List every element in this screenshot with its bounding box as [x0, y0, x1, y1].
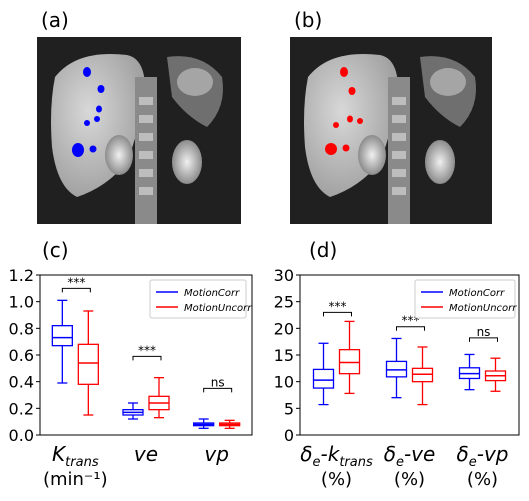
box-iqr: [338, 349, 361, 375]
box-motionuncorr-0: [338, 320, 361, 395]
legend-entry: MotionUncorr: [184, 303, 252, 314]
box-motionuncorr-0: [77, 310, 99, 416]
box-motionuncorr-1: [411, 346, 434, 406]
legend: MotionCorr MotionUncorr: [149, 279, 252, 319]
significance-bracket: [323, 311, 352, 317]
significance-label: ***: [67, 275, 85, 289]
category-unit: (%): [321, 469, 352, 490]
significance-bracket: [61, 287, 91, 293]
y-tick-label: 0.0: [9, 426, 34, 445]
legend-entry: MotionUncorr: [449, 303, 517, 314]
category-unit: (min⁻¹): [43, 469, 108, 490]
y-tick-label: 20: [274, 319, 294, 338]
y-tick-label: 25: [274, 293, 294, 312]
box-iqr: [312, 368, 335, 389]
category-unit: (%): [394, 469, 425, 490]
y-tick-label: 1.2: [9, 266, 34, 285]
significance-label: ns: [477, 325, 491, 339]
box-motioncorr-2: [458, 353, 481, 391]
box-motioncorr-1: [122, 402, 144, 420]
roi-markers-red: [325, 67, 363, 155]
y-tick-label: 0.4: [9, 373, 34, 392]
legend-box: [414, 279, 516, 319]
box-plot-c: 0.00.20.40.60.81.01.2 ******nsMotionCorrM…: [9, 266, 253, 490]
panel-label-c: (c): [42, 238, 69, 262]
category-unit: (%): [467, 469, 498, 490]
significance-bracket: [132, 355, 162, 361]
box-motioncorr-1: [385, 337, 408, 399]
y-tick-label: 1.0: [9, 293, 34, 312]
legend-entry: MotionCorr: [449, 288, 505, 299]
box-iqr: [51, 325, 73, 347]
y-tick-label: 5: [284, 399, 294, 418]
kidney-right: [172, 140, 202, 184]
panel-label-d: (d): [309, 238, 338, 262]
significance-bracket: [203, 387, 233, 393]
significance-label: ns: [211, 375, 225, 389]
box-motioncorr-0: [51, 299, 73, 384]
y-tick-label: 15: [274, 346, 294, 365]
y-tick-label: 0.2: [9, 399, 34, 418]
box-plot-d: 051015202530******nsMotionCorrMotionUnco…: [274, 266, 520, 490]
roi-markers-blue: [72, 67, 105, 157]
y-tick-label: 0.8: [9, 319, 34, 338]
box-iqr: [411, 367, 434, 383]
mri-image-a: [37, 37, 241, 224]
y-tick-label: 0.6: [9, 346, 34, 365]
mri-scan-b: [290, 37, 492, 224]
box-motioncorr-2: [193, 418, 215, 429]
kidney-right: [425, 140, 455, 184]
category-label: ve: [134, 442, 158, 466]
y-tick-label: 0: [284, 426, 294, 445]
box-iqr: [385, 360, 408, 378]
significance-label: ***: [138, 343, 156, 357]
significance-bracket: [469, 337, 498, 342]
category-label: δe-ktrans: [300, 442, 373, 470]
category-label: δe-ve: [384, 442, 436, 470]
y-tick-label: 10: [274, 373, 294, 392]
legend-box: [149, 279, 247, 319]
box-motionuncorr-1: [148, 377, 170, 419]
mri-image-b: [290, 37, 492, 224]
mri-scan-a: [37, 37, 241, 224]
legend-entry: MotionCorr: [184, 288, 240, 299]
box-motionuncorr-2: [219, 419, 241, 429]
significance-label: ***: [329, 299, 347, 313]
category-label: vp: [204, 442, 229, 466]
box-motionuncorr-2: [484, 357, 507, 392]
y-tick-label: 30: [274, 266, 294, 285]
panel-label-a: (a): [41, 8, 69, 32]
kidney-left: [358, 135, 386, 175]
category-label: δe-vp: [457, 442, 509, 470]
category-label: Ktrans: [52, 442, 99, 470]
kidney-left: [105, 135, 133, 175]
panel-label-b: (b): [294, 8, 323, 32]
legend: MotionCorr MotionUncorr: [414, 279, 517, 319]
significance-bracket: [396, 326, 425, 331]
box-iqr: [77, 343, 99, 385]
box-motioncorr-0: [312, 342, 335, 406]
